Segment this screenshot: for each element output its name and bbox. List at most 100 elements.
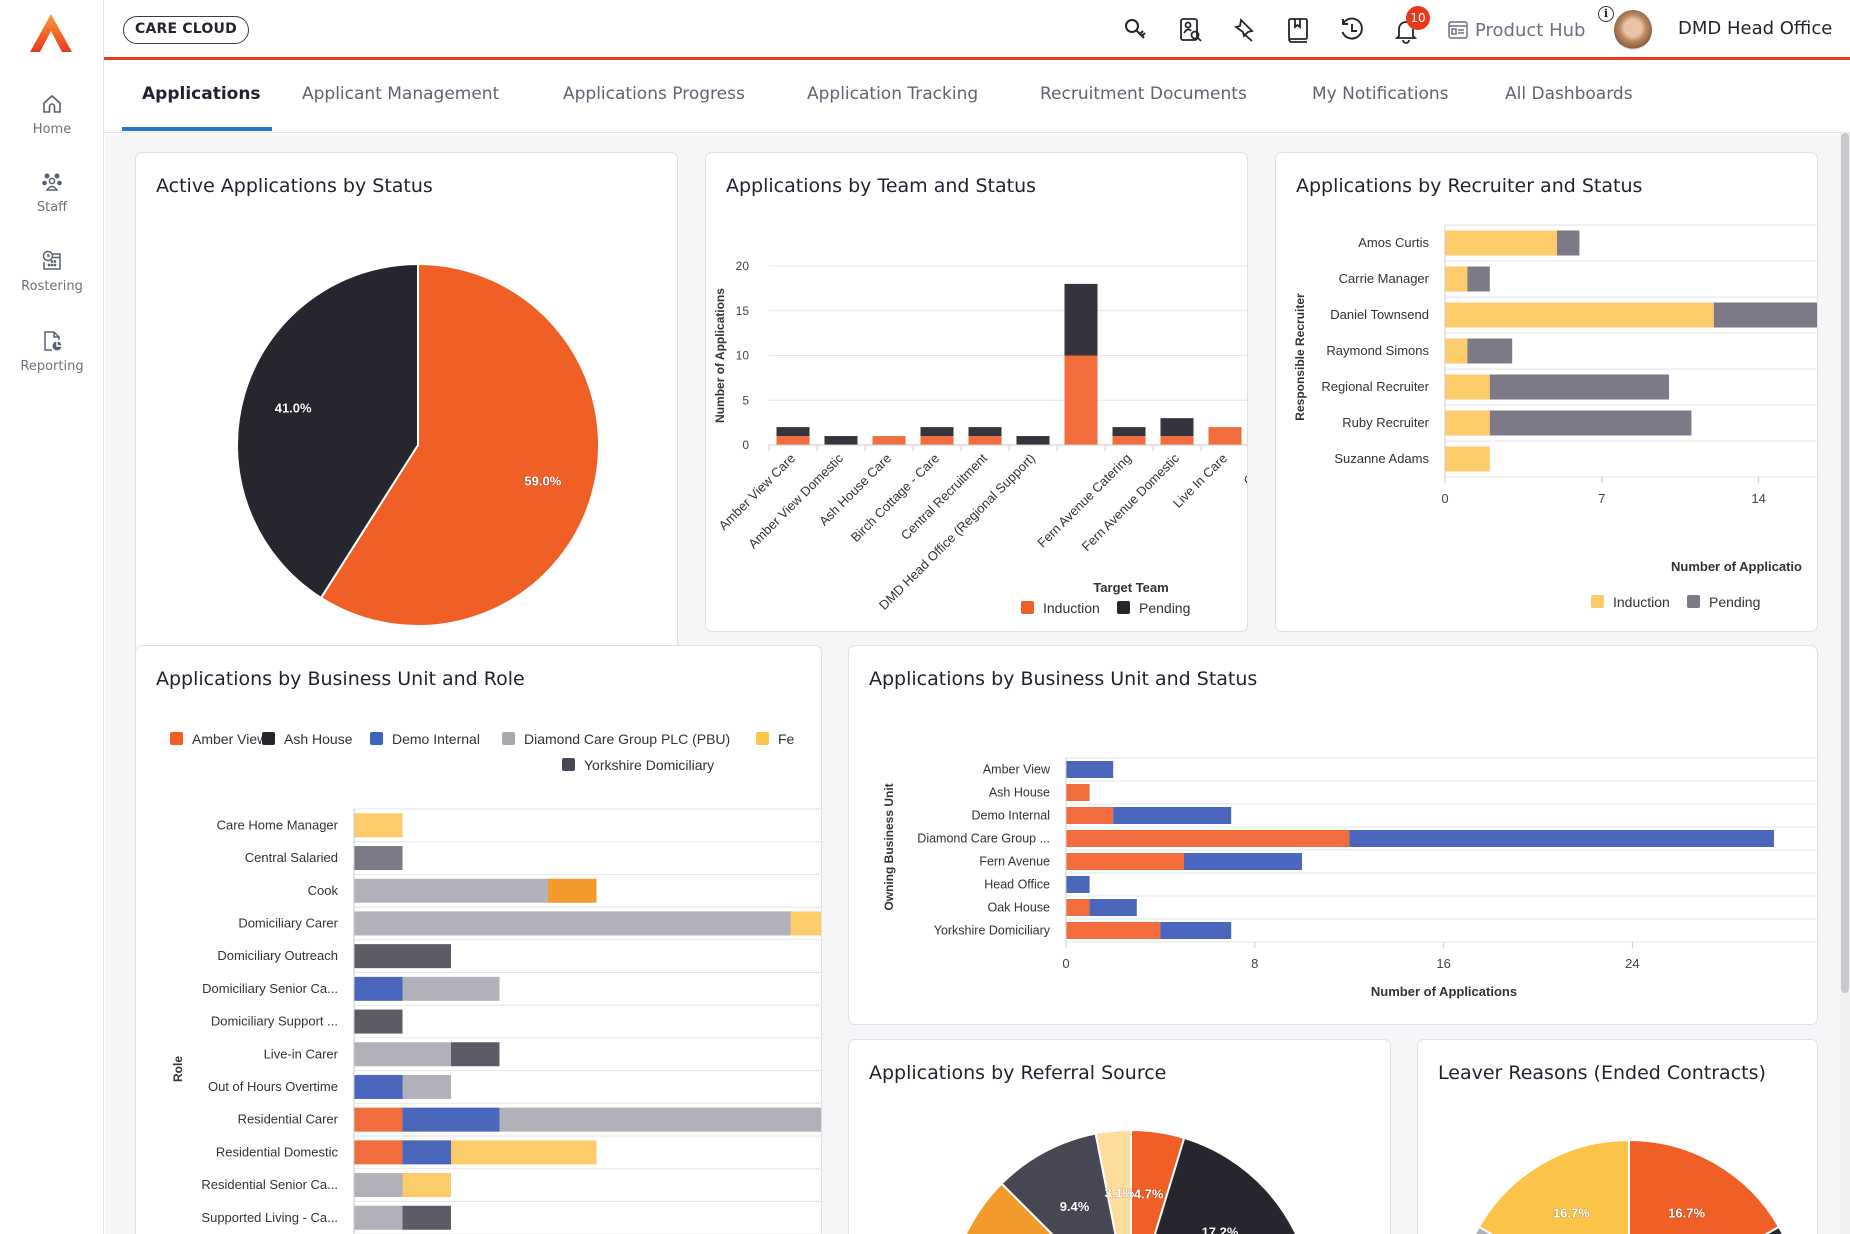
recruiter-status-bar-chart: Amos Curtis Carrie Manager Daniel Townsend… [1293,224,1817,610]
info-icon[interactable]: i [1598,6,1614,22]
sidebar-item-label: Staff [36,200,68,215]
pie-slice [1628,1138,1781,1234]
bar-segment [1445,410,1490,436]
x-tick-label: 14 [1751,491,1765,506]
x-tick-label: Central Recruitment [898,450,991,543]
pie-slice [964,1182,1054,1234]
bar-segment [354,1107,403,1132]
bar-segment [1445,446,1490,472]
bar-segment [872,436,906,445]
org-name[interactable]: DMD Head Office [1678,18,1833,39]
y-tick-label: 5 [742,393,749,407]
history-icon[interactable] [1338,16,1366,44]
y-tick-label: Regional Recruiter [1321,379,1429,394]
bar-segment [354,1074,403,1099]
pie-slice-label: 16.7% [1668,1205,1705,1220]
y-tick-label: Oak House [987,901,1050,915]
sidebar-item-label: Reporting [20,359,84,374]
bar-segment [968,436,1002,445]
pin-icon[interactable] [1230,16,1258,44]
bar-segment [1066,922,1161,939]
x-tick-label: 0 [1062,956,1069,971]
sidebar-item-rostering[interactable]: Rostering [0,249,104,294]
x-axis-title: Number of Applicatio [1671,559,1802,574]
scrollbar-thumb[interactable] [1841,133,1849,993]
y-tick-label: 0 [742,438,749,452]
card-active-applications-by-status: Active Applications by Status 59.0% 41.0% [135,152,678,667]
key-search-icon[interactable] [1122,16,1150,44]
y-tick-label: Suzanne Adams [1334,451,1429,466]
card-title: Applications by Business Unit and Status [869,668,1258,690]
x-tick-label: 0 [1441,491,1448,506]
sidebar-item-staff[interactable]: Staff [0,170,104,215]
y-tick-label: Ruby Recruiter [1342,415,1429,430]
bar-segment [1064,355,1098,445]
bar-segment [1184,853,1302,870]
sidebar-item-reporting[interactable]: Reporting [0,329,104,374]
bar-segment [1445,374,1490,400]
bar-segment [499,1107,821,1132]
bar-segment [402,1140,451,1165]
x-tick-label: 24 [1625,956,1639,971]
sidebar-item-label: Home [32,122,72,137]
bookmark-book-icon[interactable] [1284,16,1312,44]
y-tick-label: Cook [308,883,339,898]
tab-recruitment-documents[interactable]: Recruitment Documents [1040,84,1247,104]
card-title: Leaver Reasons (Ended Contracts) [1438,1062,1766,1084]
user-avatar[interactable] [1614,10,1652,50]
bar-segment [451,1042,500,1067]
bar-segment [1445,302,1714,328]
page-scrollbar[interactable] [1840,133,1850,1234]
active-status-pie-chart: 59.0% 41.0% [236,262,600,627]
bar-segment [1208,427,1242,445]
bar-segment [354,813,403,838]
app-logo-icon[interactable] [28,12,74,54]
bar-segment [1445,230,1557,256]
legend-swatch [1591,595,1604,608]
y-tick-label: Central Salaried [245,850,338,865]
bar-segment [1066,761,1114,778]
y-tick-label: 15 [736,304,750,318]
tab-bar: Applications Applicant Management Applic… [104,63,1850,133]
y-axis-title: Number of Applications [713,288,727,423]
y-tick-label: Domiciliary Support ... [211,1014,338,1029]
bar-segment [354,1205,403,1230]
bar-segment [402,1173,451,1198]
tab-applicant-management[interactable]: Applicant Management [302,84,500,104]
pie-slice-label: 4.7% [1134,1186,1164,1201]
rostering-icon [42,250,61,270]
bar-segment [402,1205,451,1230]
team-status-bar-chart: 0 5 10 15 20 Number of Applications Amber View… [713,259,1247,616]
bar-segment [1467,338,1513,364]
bar-segment [402,1074,451,1099]
active-tab-indicator [122,127,272,131]
legend-label: Pending [1139,600,1190,616]
bar-segment [1113,807,1232,824]
bar-segment [354,911,791,936]
tab-applications[interactable]: Applications [142,84,261,104]
person-search-icon[interactable] [1177,16,1205,44]
legend-swatch [262,732,275,745]
card-title: Active Applications by Status [156,175,433,197]
legend-label: Amber View [192,731,268,747]
bar-segment [1467,266,1490,292]
x-tick-label: 7 [1598,491,1605,506]
pie-slice [1477,1138,1630,1234]
product-hub-label: Product Hub [1475,19,1586,41]
pie-slice-label: 17.2% [1202,1225,1239,1234]
tab-application-tracking[interactable]: Application Tracking [807,84,979,104]
bar-segment [776,436,810,445]
bu-role-bar-chart: Care Home Manager Central Salaried Cook Dom… [170,731,821,1234]
x-axis-title: Target Team [1093,580,1168,595]
sidebar-item-home[interactable]: Home [0,92,104,137]
product-hub-link[interactable]: Product Hub [1448,18,1585,42]
tab-my-notifications[interactable]: My Notifications [1312,84,1449,104]
bar-segment [1160,418,1194,437]
bar-segment [354,1173,403,1198]
tab-applications-progress[interactable]: Applications Progress [563,84,745,104]
y-tick-label: 20 [736,259,750,273]
brand-pill[interactable]: CARE CLOUD [123,16,249,44]
y-tick-label: Fern Avenue [979,855,1050,869]
bar-segment [1713,302,1817,328]
tab-all-dashboards[interactable]: All Dashboards [1505,84,1633,104]
